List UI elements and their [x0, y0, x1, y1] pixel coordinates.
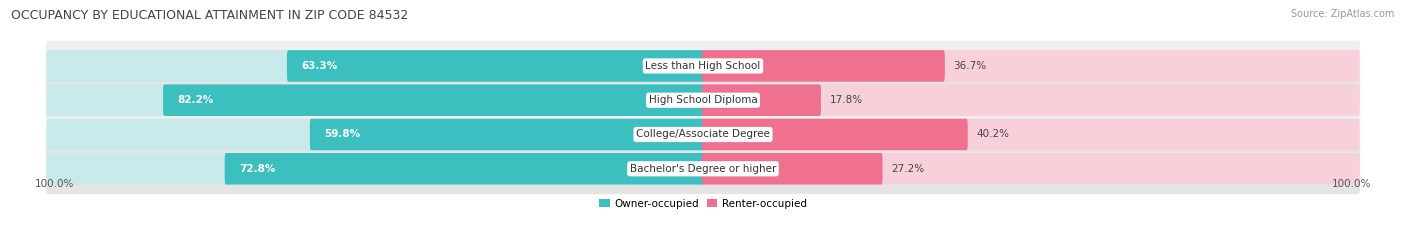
Text: High School Diploma: High School Diploma: [648, 95, 758, 105]
Text: 40.2%: 40.2%: [976, 130, 1010, 140]
FancyBboxPatch shape: [702, 153, 883, 185]
Text: Source: ZipAtlas.com: Source: ZipAtlas.com: [1291, 9, 1395, 19]
Text: College/Associate Degree: College/Associate Degree: [636, 130, 770, 140]
FancyBboxPatch shape: [702, 84, 821, 116]
FancyBboxPatch shape: [46, 84, 704, 116]
Text: 82.2%: 82.2%: [177, 95, 214, 105]
Text: 100.0%: 100.0%: [35, 179, 75, 189]
FancyBboxPatch shape: [46, 153, 704, 185]
FancyBboxPatch shape: [225, 153, 704, 185]
FancyBboxPatch shape: [702, 50, 945, 82]
FancyBboxPatch shape: [46, 41, 1360, 91]
FancyBboxPatch shape: [46, 143, 1360, 194]
FancyBboxPatch shape: [163, 84, 704, 116]
FancyBboxPatch shape: [46, 50, 704, 82]
Text: 100.0%: 100.0%: [1331, 179, 1371, 189]
FancyBboxPatch shape: [287, 50, 704, 82]
FancyBboxPatch shape: [46, 109, 1360, 160]
Text: OCCUPANCY BY EDUCATIONAL ATTAINMENT IN ZIP CODE 84532: OCCUPANCY BY EDUCATIONAL ATTAINMENT IN Z…: [11, 9, 409, 22]
Legend: Owner-occupied, Renter-occupied: Owner-occupied, Renter-occupied: [595, 194, 811, 213]
Text: 59.8%: 59.8%: [325, 130, 360, 140]
Text: 17.8%: 17.8%: [830, 95, 863, 105]
FancyBboxPatch shape: [702, 119, 967, 150]
Text: 63.3%: 63.3%: [301, 61, 337, 71]
FancyBboxPatch shape: [46, 119, 704, 150]
FancyBboxPatch shape: [46, 75, 1360, 126]
FancyBboxPatch shape: [309, 119, 704, 150]
Text: Less than High School: Less than High School: [645, 61, 761, 71]
FancyBboxPatch shape: [702, 84, 1360, 116]
Text: 36.7%: 36.7%: [953, 61, 987, 71]
FancyBboxPatch shape: [702, 119, 1360, 150]
FancyBboxPatch shape: [702, 153, 1360, 185]
Text: 27.2%: 27.2%: [891, 164, 924, 174]
Text: Bachelor's Degree or higher: Bachelor's Degree or higher: [630, 164, 776, 174]
FancyBboxPatch shape: [702, 50, 1360, 82]
Text: 72.8%: 72.8%: [239, 164, 276, 174]
